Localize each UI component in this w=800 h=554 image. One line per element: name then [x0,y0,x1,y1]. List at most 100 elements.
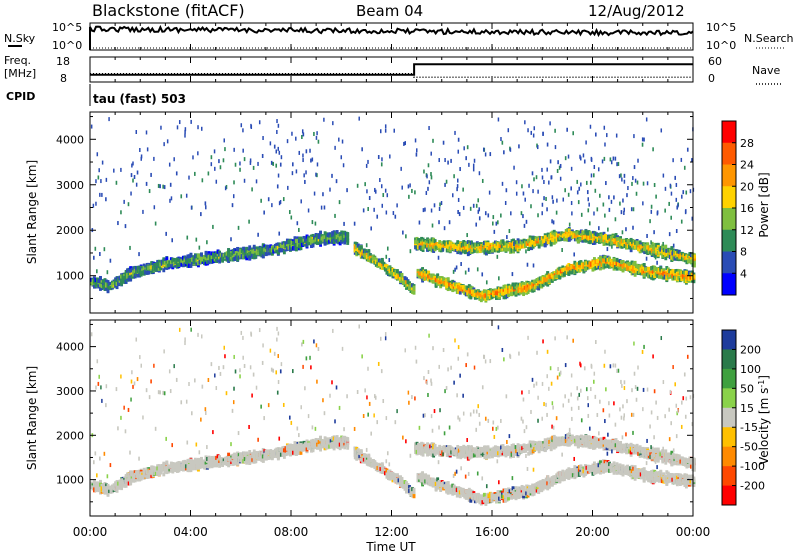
power-cell [466,252,470,257]
power-cell [457,285,461,290]
power-cell [689,253,693,258]
power-cell [661,247,665,252]
power-cell [568,263,572,268]
power-cell [650,275,654,280]
power-cell [578,233,582,238]
power-cell [374,259,378,264]
power-cell [440,280,444,285]
power-cell [117,277,120,282]
power-cell [198,256,202,261]
power-cell [184,260,188,265]
power-cell [434,283,438,288]
power-cell [415,239,419,244]
power-cell [659,271,663,276]
power-cell [114,278,117,283]
power-cell [406,282,410,287]
power-cell [528,243,532,248]
power-cell [408,281,411,286]
power-cell [267,197,270,202]
power-cell [537,286,541,291]
power-cell [656,242,660,247]
power-cell [388,268,392,273]
power-cell [522,290,526,295]
power-cell [461,249,464,254]
power-cell [459,250,463,255]
power-cell [458,286,462,291]
power-cell [305,170,307,175]
power-cell [624,263,628,268]
nsearch-label: N.Search [744,32,794,45]
power-cell [135,269,139,274]
power-cell [496,286,500,291]
power-cell [621,264,625,269]
power-cell [178,256,182,261]
power-cell [403,276,407,281]
power-cell [207,260,211,265]
power-cell [503,150,505,155]
power-cell [654,266,658,271]
power-cell [493,229,496,234]
power-cell [200,252,203,257]
power-cell [427,239,431,244]
power-cell [510,239,514,244]
power-cell [469,295,473,300]
power-cell [452,269,455,274]
power-cell [572,234,576,239]
power-cell [150,265,154,270]
power-cell [282,241,286,246]
power-cell [500,213,502,218]
power-cell [456,250,460,255]
power-cell [682,253,686,258]
power-cell [129,266,133,271]
power-cell [159,262,163,267]
power-cell [438,158,440,163]
power-cell [662,275,666,280]
power-cell [568,222,571,227]
power-cell [233,253,237,258]
power-cell [240,251,244,256]
power-cell [619,236,622,241]
power-cell [616,239,619,244]
power-cell [621,268,625,273]
power-cell [448,282,452,287]
power-cell [640,244,644,249]
power-cell [157,183,160,188]
power-cell [282,250,286,255]
power-cell [276,242,280,247]
power-cell [495,248,499,253]
power-cell [631,239,635,244]
power-cell [591,240,595,245]
power-cell [505,288,509,293]
power-cell [634,244,638,249]
power-cell [133,175,136,180]
power-cell [234,162,237,167]
power-cell [629,241,633,246]
power-cell [287,239,291,244]
power-cell [605,237,609,242]
power-cell [475,290,479,295]
power-cell [424,275,428,280]
power-cell [526,290,530,295]
power-cell [687,276,691,281]
power-cell [466,247,470,252]
power-cell [632,262,636,267]
power-cell [469,248,473,253]
power-cell [482,241,485,246]
power-cell [551,230,555,235]
power-cell [502,289,506,294]
power-cell [643,137,645,142]
power-cell [644,267,648,272]
power-cell [364,249,368,254]
power-cell [195,258,199,263]
power-cell [533,177,535,182]
power-cell [528,288,532,293]
power-cell [509,243,512,248]
power-cell [585,238,589,243]
power-cell [468,250,472,255]
power-cell [519,290,522,295]
power-cell [610,239,613,244]
power-cell [559,267,563,272]
power-cell [569,236,573,241]
power-cell [243,252,247,257]
power-cell [423,244,427,249]
